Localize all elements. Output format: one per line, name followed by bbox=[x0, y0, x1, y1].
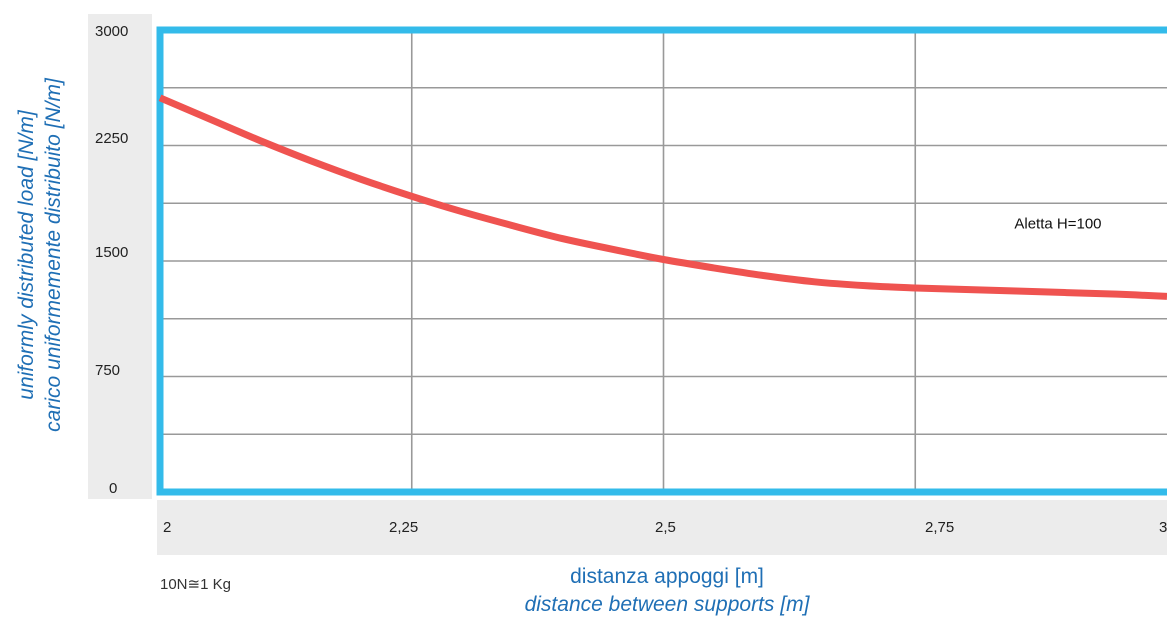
x-axis-title: distanza appoggi [m] distance between su… bbox=[525, 563, 810, 619]
y-axis-title-en: uniformly distributed load [N/m] bbox=[15, 110, 38, 400]
x-tick-label: 2,25 bbox=[389, 519, 419, 536]
plot-frame bbox=[156, 26, 1167, 496]
x-tick-label: 2,75 bbox=[925, 519, 955, 536]
y-axis-band bbox=[88, 14, 152, 499]
y-tick-label: 2250 bbox=[95, 130, 129, 147]
y-tick-label: 3000 bbox=[95, 23, 129, 40]
y-tick-label: 750 bbox=[95, 362, 121, 379]
x-axis-title-it: distanza appoggi [m] bbox=[570, 565, 764, 588]
x-axis-title-en: distance between supports [m] bbox=[524, 593, 810, 616]
x-tick-label: 2,5 bbox=[655, 519, 676, 536]
x-axis-band bbox=[157, 500, 1167, 555]
x-tick-label: 2 bbox=[163, 519, 172, 536]
x-tick-label: 3 bbox=[1159, 519, 1167, 536]
series-label: Aletta H=100 bbox=[1014, 216, 1101, 233]
series-line bbox=[158, 94, 1167, 300]
y-axis-title-it: carico uniformemente distribuito [N/m] bbox=[42, 78, 65, 432]
y-tick-label: 0 bbox=[109, 480, 118, 497]
unit-note: 10N≅1 Kg bbox=[160, 576, 231, 593]
y-tick-label: 1500 bbox=[95, 244, 129, 261]
